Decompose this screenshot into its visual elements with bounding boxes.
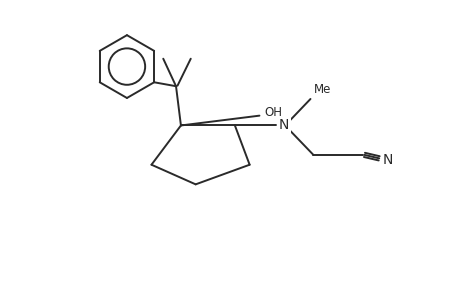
Text: N: N [278, 118, 289, 133]
Text: Me: Me [313, 83, 330, 96]
Text: OH: OH [264, 106, 282, 119]
Text: N: N [381, 153, 392, 167]
